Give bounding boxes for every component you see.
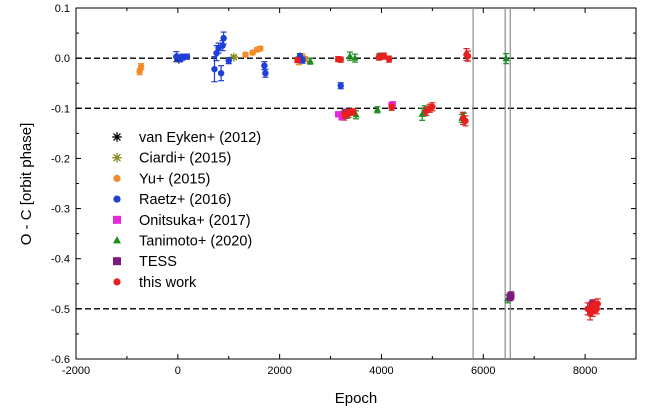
data-point-3-7 [217, 69, 225, 77]
data-point-4-1 [338, 114, 345, 121]
data-point-3-11 [261, 62, 268, 69]
data-point-1-0-stroke-3 [230, 53, 238, 61]
series-3 [173, 31, 348, 121]
legend-marker-7 [113, 278, 121, 286]
x-axis-label: Epoch [335, 390, 378, 407]
x-tick-label-3: 4000 [369, 365, 393, 377]
data-point-5-11 [502, 54, 510, 62]
data-point-7-25 [594, 300, 602, 308]
legend-label-1: Ciardi+ (2015) [139, 151, 231, 167]
axis-ticks [75, 7, 636, 360]
data-point-3-12 [262, 69, 269, 77]
data-point-7-6 [350, 108, 357, 115]
legend-marker-4 [113, 215, 121, 224]
y-tick-label-1: 0.0 [55, 53, 70, 65]
data-point-3-10 [225, 57, 232, 64]
data-point-7-7 [375, 53, 383, 61]
x-tick-label-5: 8000 [573, 365, 597, 377]
legend-marker-5 [113, 236, 121, 244]
data-point-3-8 [219, 42, 226, 49]
legend-marker-6 [113, 257, 121, 266]
data-point-2-2 [242, 51, 249, 58]
series-1 [229, 52, 305, 62]
series-2 [136, 45, 348, 121]
legend-label-3: Raetz+ (2016) [139, 192, 231, 208]
y-axis-label: O - C [orbit phase] [18, 123, 35, 246]
data-point-7-17 [464, 52, 472, 60]
y-tick-label-5: -0.4 [51, 254, 70, 266]
y-tick-labels: 0.1 0.0 -0.1 -0.2 -0.3 -0.4 -0.5 -0.6 [51, 3, 70, 366]
data-point-5-2 [346, 52, 354, 59]
y-tick-label-2: -0.1 [51, 103, 70, 115]
data-point-5-3 [351, 54, 359, 61]
x-tick-label-2: 2000 [267, 365, 291, 377]
legend-marker-0-stroke-3 [113, 133, 121, 141]
x-tick-label-0: -2000 [62, 365, 90, 377]
x-tick-label-4: 6000 [471, 365, 495, 377]
legend-label-2: Yu+ (2015) [139, 171, 210, 187]
legend: van Eyken+ (2012) Ciardi+ (2015) Yu+ (2015… [112, 130, 261, 291]
data-point-3-3 [183, 53, 191, 60]
data-point-2-5 [257, 45, 264, 52]
data-point-3-9 [220, 34, 227, 42]
data-point-7-0 [294, 56, 301, 64]
data-point-5-0 [306, 57, 314, 64]
legend-marker-1 [112, 152, 122, 163]
y-tick-label-3: -0.2 [51, 153, 70, 165]
series-5 [306, 51, 512, 304]
data-point-7-10 [388, 104, 395, 111]
data-point-7-13 [429, 103, 436, 110]
series-7 [294, 48, 602, 321]
series-6 [506, 291, 596, 310]
data-point-7-8 [380, 52, 388, 60]
legend-label-7: this work [139, 275, 197, 291]
data-points [136, 31, 602, 321]
legend-label-0: van Eyken+ (2012) [139, 130, 261, 146]
legend-label-4: Onitsuka+ (2017) [139, 213, 251, 229]
data-point-5-5 [373, 105, 381, 113]
data-point-7-15 [462, 117, 469, 125]
data-point-2-1 [137, 63, 145, 70]
data-point-3-14 [299, 56, 306, 64]
legend-marker-0 [112, 132, 122, 142]
legend-marker-2 [113, 174, 121, 182]
legend-label-5: Tanimoto+ (2020) [139, 234, 252, 250]
legend-marker-1-stroke-3 [113, 153, 121, 162]
data-point-5-4 [352, 110, 360, 118]
y-tick-label-6: -0.5 [51, 304, 70, 316]
data-point-3-4 [211, 65, 218, 73]
y-tick-label-0: 0.1 [55, 3, 70, 15]
x-tick-label-1: 0 [175, 365, 181, 377]
data-point-3-15 [337, 82, 344, 89]
y-tick-label-4: -0.3 [51, 204, 70, 216]
legend-marker-3 [113, 195, 121, 203]
y-tick-label-7: -0.6 [51, 354, 70, 366]
data-point-7-9 [385, 55, 393, 63]
legend-label-6: TESS [139, 254, 177, 270]
x-tick-labels: -2000 0 2000 4000 6000 8000 [62, 365, 597, 377]
data-point-4-0 [334, 111, 342, 118]
data-point-6-1 [508, 292, 515, 300]
data-point-7-2 [337, 56, 344, 63]
